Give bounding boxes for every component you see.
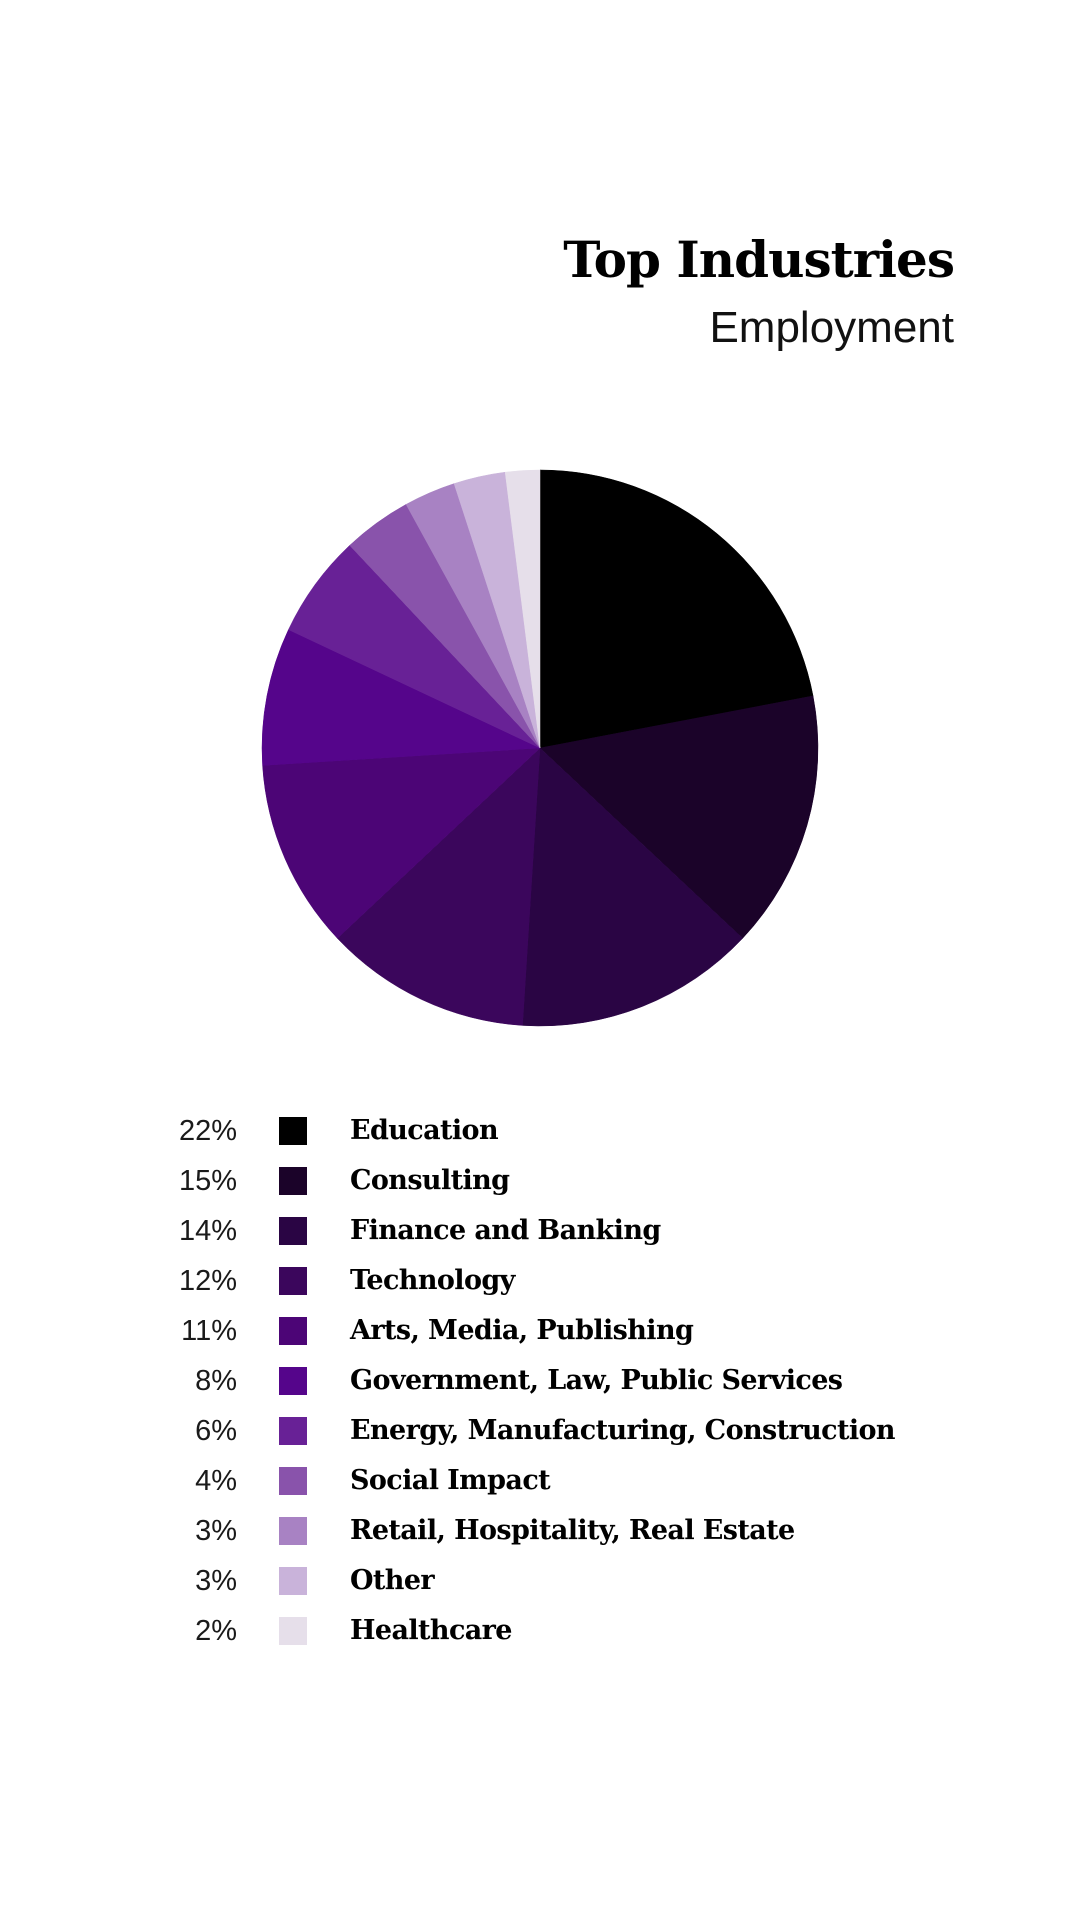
legend-item: 15% Consulting <box>0 1161 1080 1201</box>
legend-item: 14% Finance and Banking <box>0 1211 1080 1251</box>
legend-item: 12% Technology <box>0 1261 1080 1301</box>
legend-item: 11% Arts, Media, Publishing <box>0 1311 1080 1351</box>
legend-item: 3% Other <box>0 1561 1080 1601</box>
legend-percent: 6% <box>195 1415 237 1447</box>
legend-percent: 15% <box>178 1165 237 1197</box>
legend-item: 3% Retail, Hospitality, Real Estate <box>0 1511 1080 1551</box>
legend-label: Healthcare <box>350 1615 512 1646</box>
legend-swatch <box>279 1417 307 1445</box>
legend-item: 2% Healthcare <box>0 1611 1080 1651</box>
legend-swatch <box>279 1317 307 1345</box>
legend-swatch <box>279 1267 307 1295</box>
pie-slice-consulting <box>539 695 819 939</box>
legend-swatch <box>279 1167 307 1195</box>
legend-percent: 2% <box>195 1615 237 1647</box>
pie-slice-government-law-public-services <box>261 629 541 766</box>
legend-swatch <box>279 1467 307 1495</box>
legend-percent: 22% <box>178 1115 237 1147</box>
legend-swatch <box>279 1567 307 1595</box>
legend-label: Consulting <box>350 1165 510 1196</box>
legend-percent: 4% <box>195 1465 237 1497</box>
legend-label: Finance and Banking <box>350 1215 661 1246</box>
legend-label: Government, Law, Public Services <box>350 1365 843 1396</box>
legend-label: Technology <box>350 1265 515 1296</box>
legend-label: Retail, Hospitality, Real Estate <box>350 1515 795 1546</box>
legend-swatch <box>279 1367 307 1395</box>
legend-percent: 8% <box>195 1365 237 1397</box>
pie-slice-education <box>539 469 814 749</box>
pie-slice-technology <box>336 747 541 1026</box>
pie-slice-finance-and-banking <box>522 747 744 1027</box>
pie-slice-healthcare <box>504 469 541 749</box>
legend-percent: 11% <box>181 1315 237 1347</box>
legend-swatch <box>279 1117 307 1145</box>
legend-item: 22% Education <box>0 1111 1080 1151</box>
chart-subtitle: Employment <box>709 303 954 352</box>
legend-swatch <box>279 1617 307 1645</box>
chart-title: Top Industries <box>563 230 955 289</box>
legend-label: Arts, Media, Publishing <box>350 1315 694 1346</box>
pie-slice-arts-media-publishing <box>262 747 541 939</box>
legend-item: 6% Energy, Manufacturing, Construction <box>0 1411 1080 1451</box>
legend-item: 8% Government, Law, Public Services <box>0 1361 1080 1401</box>
legend-label: Social Impact <box>350 1465 551 1496</box>
legend-percent: 3% <box>195 1515 237 1547</box>
legend-swatch <box>279 1517 307 1545</box>
legend-percent: 12% <box>178 1265 237 1297</box>
legend-item: 4% Social Impact <box>0 1461 1080 1501</box>
legend-percent: 3% <box>195 1565 237 1597</box>
legend-percent: 14% <box>178 1215 237 1247</box>
legend-label: Other <box>350 1565 435 1596</box>
legend-swatch <box>279 1217 307 1245</box>
legend-label: Education <box>350 1115 499 1146</box>
legend-label: Energy, Manufacturing, Construction <box>350 1415 896 1446</box>
